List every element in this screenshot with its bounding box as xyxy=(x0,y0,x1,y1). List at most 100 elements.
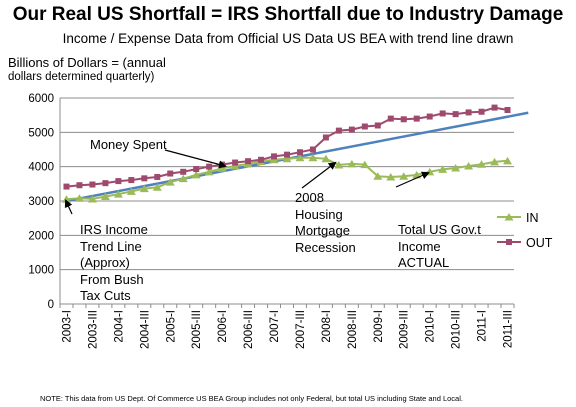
series-in-point xyxy=(451,164,461,172)
series-out-point xyxy=(426,113,433,120)
series-in-point xyxy=(386,172,396,181)
series-in-point xyxy=(178,174,188,183)
series-out-point xyxy=(478,108,485,115)
recession-arrow xyxy=(301,161,337,189)
series-out-point xyxy=(154,173,161,180)
series-in-point xyxy=(373,172,383,180)
annotation-money-spent: Money Spent xyxy=(90,137,167,152)
y-axis-label-continued: dollars determined quarterly) xyxy=(8,71,155,83)
y-axis-label: Billions of Dollars = (annual xyxy=(8,55,166,70)
x-tick-label: 2009-I xyxy=(373,310,385,343)
series-out-point xyxy=(232,159,239,166)
x-tick-label: 2010-I xyxy=(425,310,437,343)
series-out-point xyxy=(245,158,252,165)
series-out-point xyxy=(439,110,446,117)
chart-subtitle: Income / Expense Data from Official US D… xyxy=(62,31,514,46)
x-tick-label: 2005-III xyxy=(191,310,203,349)
x-tick-label: 2011-III xyxy=(503,310,515,348)
series-in-point xyxy=(126,187,136,195)
series-in-point xyxy=(477,160,487,168)
series-out-point xyxy=(102,180,109,187)
series-in-point xyxy=(360,160,370,169)
series-out-point xyxy=(387,115,394,122)
annotation-recession: 2008 Housing Mortgage Recession xyxy=(295,190,356,255)
series-out-point xyxy=(193,166,200,173)
series-out-point xyxy=(89,181,96,188)
y-tick-label: 5000 xyxy=(28,127,54,139)
trend-arrow xyxy=(64,199,73,215)
chart-title: Our Real US Shortfall = IRS Shortfall du… xyxy=(12,4,564,25)
footnote: NOTE: This data from US Dept. Of Commerc… xyxy=(40,394,463,403)
annotation-actual-income: Total US Gov.t Income ACTUAL xyxy=(398,222,481,270)
series-out-point xyxy=(400,116,407,123)
legend-in-marker xyxy=(504,213,514,221)
legend: IN OUT xyxy=(497,211,553,250)
series-out-point xyxy=(465,109,472,116)
x-tick-label: 2003-III xyxy=(87,310,99,349)
series-in xyxy=(61,153,513,203)
series-in-point xyxy=(191,170,201,179)
series-in-point xyxy=(464,161,474,170)
x-tick-label: 2005-I xyxy=(165,310,177,343)
series-in-point xyxy=(295,153,305,162)
series-in-point xyxy=(74,194,84,202)
series-out-point xyxy=(413,115,420,122)
series-in-point xyxy=(230,161,240,170)
y-tick-label: 3000 xyxy=(28,196,54,208)
series-out-point xyxy=(167,170,174,177)
x-tick-label: 2007-III xyxy=(295,310,307,349)
x-tick-label: 2004-I xyxy=(113,310,125,343)
axes: 0 1000 2000 3000 4000 5000 6000 2003-I 2003-III 2… xyxy=(28,93,514,349)
series-out-point xyxy=(76,182,83,189)
series-in-point xyxy=(399,172,409,180)
x-tick-label: 2006-I xyxy=(217,310,229,343)
series-in-point xyxy=(347,159,357,168)
series-out-point xyxy=(284,151,290,158)
series-out xyxy=(63,104,511,190)
x-tick-label: 2011-I xyxy=(477,310,489,342)
legend-out-marker xyxy=(506,239,512,245)
series-out-point xyxy=(296,149,303,156)
y-tick-label: 4000 xyxy=(28,162,54,174)
trend-line xyxy=(66,111,529,203)
series-in-point xyxy=(87,194,97,203)
series-in-point xyxy=(152,183,162,191)
legend-in-label: IN xyxy=(526,211,539,225)
legend-out-label: OUT xyxy=(526,236,553,250)
series-out-point xyxy=(452,111,459,118)
series-in-point xyxy=(165,178,175,186)
y-tick-label: 2000 xyxy=(28,230,54,242)
annotation-trend-line: IRS Income Trend Line (Approx) From Bush… xyxy=(80,222,148,303)
series-in-point xyxy=(100,192,110,201)
series-out-point xyxy=(141,175,148,182)
series-in-point xyxy=(503,156,513,165)
x-tick-label: 2004-III xyxy=(139,310,151,349)
series-in-point xyxy=(204,167,214,176)
x-tick-label: 2008-I xyxy=(321,310,333,343)
x-tick-label: 2006-III xyxy=(243,310,255,349)
legend-item-in: IN xyxy=(497,211,539,225)
series-out-point xyxy=(271,153,278,160)
x-tick-label: 2007-I xyxy=(269,310,281,343)
series-out-point xyxy=(504,107,511,114)
series-in-point xyxy=(334,160,344,169)
series-out-point xyxy=(335,127,342,134)
series-in-point xyxy=(490,157,500,166)
series-out-point xyxy=(361,123,368,130)
x-tick-label: 2008-III xyxy=(347,310,359,349)
series-out-point xyxy=(115,178,122,185)
money-spent-arrow xyxy=(164,149,227,169)
annotation-arrows xyxy=(64,149,430,215)
series-out-point xyxy=(128,177,135,184)
series-in-point xyxy=(139,184,149,193)
series-in-point xyxy=(113,190,123,198)
series-out-point xyxy=(322,134,329,141)
trend-line-layer xyxy=(66,111,529,203)
series-in-point xyxy=(282,154,292,163)
series-in-point xyxy=(438,165,448,173)
y-tick-label: 1000 xyxy=(28,265,54,277)
series-out-point xyxy=(309,146,316,153)
series-out-point xyxy=(206,163,213,170)
series-out-point xyxy=(258,156,265,163)
